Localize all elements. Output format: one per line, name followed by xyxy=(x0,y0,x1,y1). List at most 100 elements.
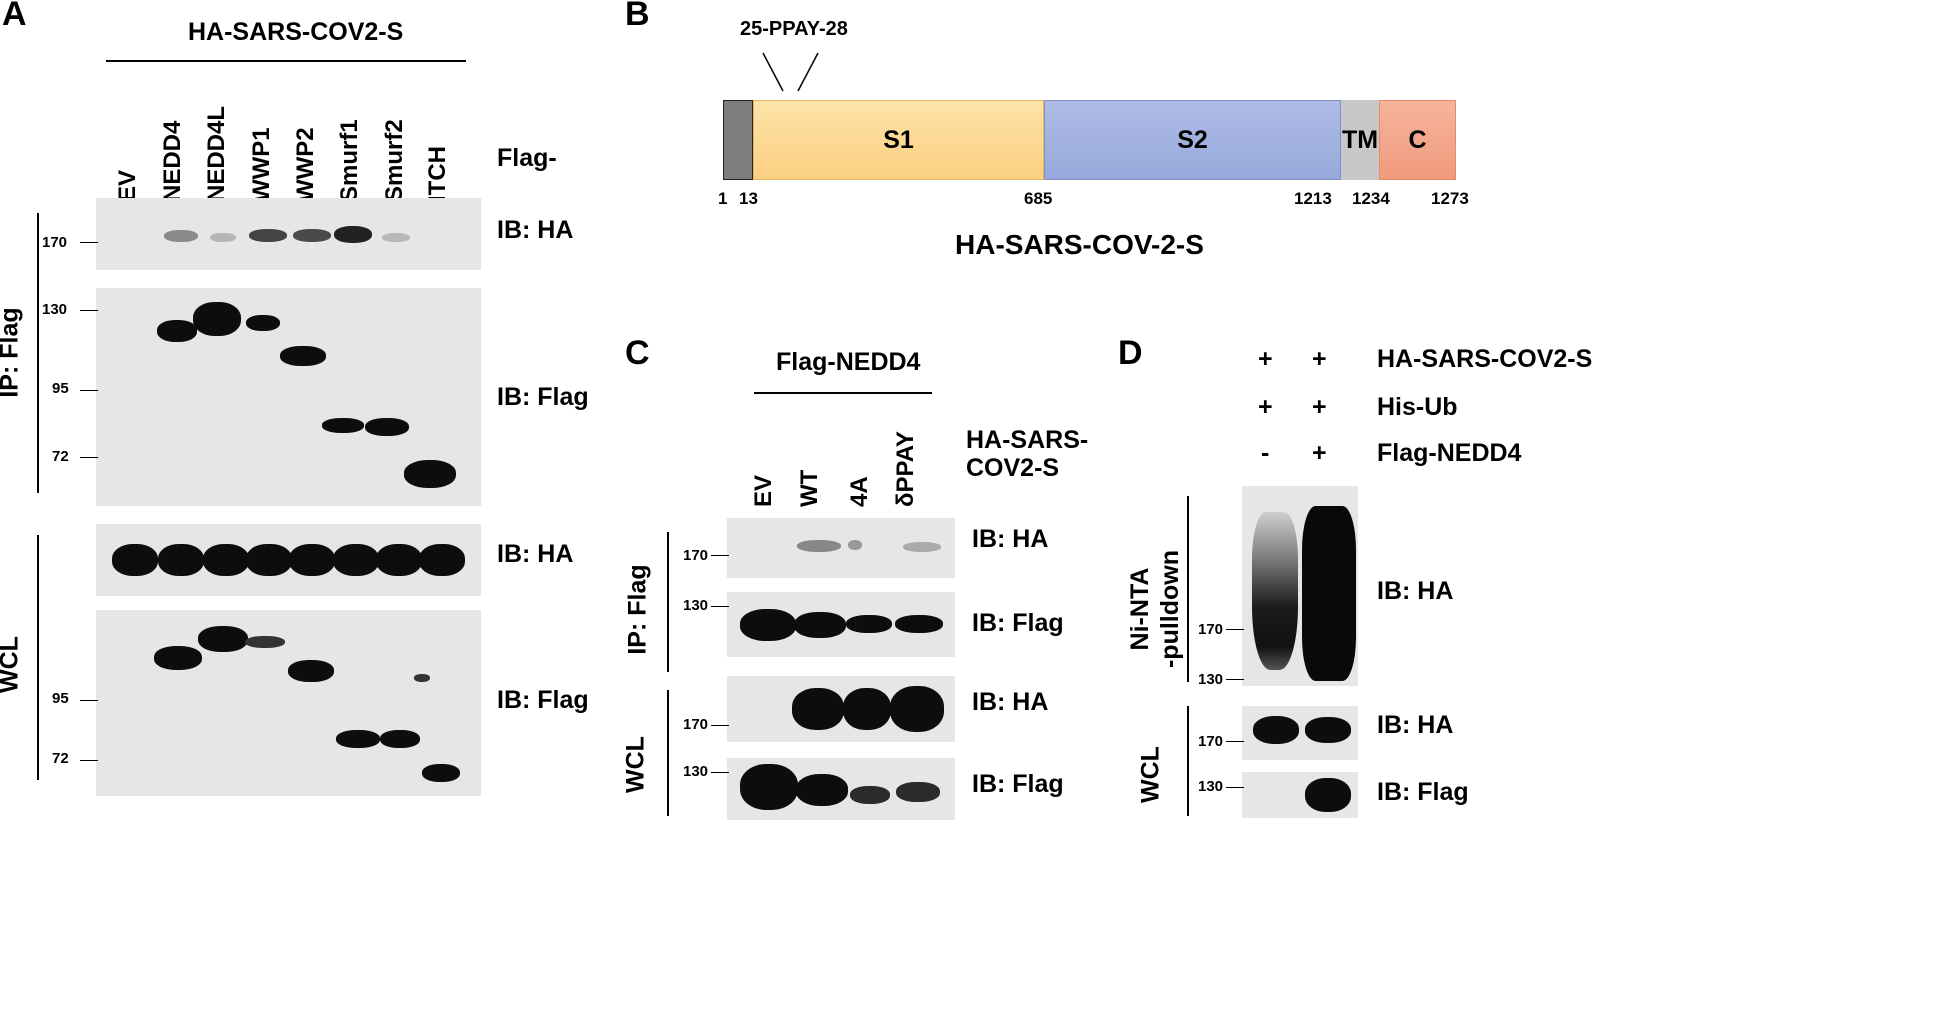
mw-marker-tick xyxy=(80,760,98,761)
band xyxy=(280,346,326,366)
panel-a-construct-title: HA-SARS-COV2-S xyxy=(188,18,404,46)
band xyxy=(333,544,379,576)
band xyxy=(246,544,292,576)
lane-label: ITCH xyxy=(424,146,451,202)
panel-c-construct-title: Flag-NEDD4 xyxy=(776,348,921,376)
ib-label: IB: HA xyxy=(497,216,574,244)
mw-marker-tick xyxy=(711,555,729,556)
band xyxy=(903,542,941,552)
ib-label: IB: Flag xyxy=(497,686,589,714)
ib-label: IB: HA xyxy=(497,540,574,568)
lane-label: EV xyxy=(114,169,141,202)
pulldown-label-line1: Ni-NTA xyxy=(1126,567,1154,651)
mw-marker-tick xyxy=(711,772,729,773)
panel-b-letter: B xyxy=(625,0,650,33)
band xyxy=(1305,717,1351,743)
band xyxy=(797,540,841,552)
band xyxy=(164,230,198,242)
band xyxy=(288,660,334,682)
d-wcl-label: WCL xyxy=(1136,746,1165,803)
panel-a-construct-bar xyxy=(106,60,466,62)
motif-pointer-lines xyxy=(762,52,819,92)
c-ip-flag-label: IP: Flag xyxy=(623,564,652,655)
flag-prefix-label: Flag- xyxy=(497,144,557,172)
domain-c-label: C xyxy=(1408,125,1427,154)
domain-tm: TM xyxy=(1341,100,1379,180)
smear-lane1 xyxy=(1252,512,1298,670)
pulldown-label: Ni-NTA -pulldown xyxy=(1125,529,1185,689)
band xyxy=(382,233,410,242)
c-wcl-bracket-line xyxy=(667,690,669,816)
spike-diagram-title: HA-SARS-COV-2-S xyxy=(955,229,1204,260)
band xyxy=(157,320,197,342)
band xyxy=(112,544,158,576)
lane-label: δPPAY xyxy=(892,431,919,507)
ib-label: IB: Flag xyxy=(972,770,1064,798)
condition-label: HA-SARS-COV2-S xyxy=(1377,345,1593,373)
band xyxy=(293,229,331,242)
mw-marker-tick xyxy=(1226,679,1244,680)
blot-ip-ha xyxy=(96,198,481,270)
ib-label: IB: HA xyxy=(972,688,1049,716)
band xyxy=(210,233,236,242)
position-label: 1234 xyxy=(1352,189,1390,208)
lane-label: NEDD4L xyxy=(203,105,230,202)
band xyxy=(895,615,943,633)
d-pulldown-bracket-line xyxy=(1187,496,1189,682)
ib-label: IB: HA xyxy=(1377,711,1454,739)
band xyxy=(246,315,280,331)
mw-label: 72 xyxy=(52,448,69,465)
condition-sign: + xyxy=(1258,393,1273,421)
lane-label: Smurf1 xyxy=(336,119,363,202)
condition-label: Flag-NEDD4 xyxy=(1377,439,1522,467)
lane-label: WWP1 xyxy=(248,127,275,202)
band xyxy=(846,615,892,633)
band xyxy=(289,544,335,576)
band xyxy=(422,764,460,782)
blot-wcl-flag xyxy=(96,610,481,796)
condition-sign: - xyxy=(1261,439,1270,467)
band xyxy=(322,418,364,433)
domain-signal-peptide xyxy=(723,100,753,180)
mw-label: 170 xyxy=(683,547,709,564)
band xyxy=(740,609,796,641)
band xyxy=(249,229,287,242)
lane-label: WT xyxy=(796,469,823,507)
domain-s1: S1 xyxy=(753,100,1044,180)
mw-label: 130 xyxy=(1198,671,1224,688)
mw-label: 170 xyxy=(1198,621,1224,638)
band xyxy=(203,544,249,576)
lane-label: EV xyxy=(750,474,777,507)
panel-c-construct-bar xyxy=(754,392,932,394)
wcl-bracket-line xyxy=(37,535,39,780)
c-ip-bracket-line xyxy=(667,532,669,672)
lane-label: 4A xyxy=(846,476,873,507)
mw-marker-tick xyxy=(1226,629,1244,630)
position-label: 1273 xyxy=(1431,189,1469,208)
position-label: 13 xyxy=(739,189,758,208)
mw-label: 95 xyxy=(52,690,69,707)
band xyxy=(740,764,798,810)
mw-marker-tick xyxy=(1226,787,1244,788)
ib-label: IB: Flag xyxy=(1377,778,1469,806)
domain-c: C xyxy=(1379,100,1456,180)
panel-c-letter: C xyxy=(625,334,650,372)
mw-label: 170 xyxy=(1198,733,1224,750)
band xyxy=(334,226,372,243)
pulldown-label-line2: -pulldown xyxy=(1156,549,1184,669)
condition-sign: + xyxy=(1258,345,1273,373)
band xyxy=(404,460,456,488)
mw-marker-tick xyxy=(80,242,98,243)
band xyxy=(419,544,465,576)
mw-marker-tick xyxy=(711,606,729,607)
ib-label: IB: Flag xyxy=(497,383,589,411)
condition-sign: + xyxy=(1312,439,1327,467)
mw-label: 130 xyxy=(683,597,709,614)
band xyxy=(365,418,409,436)
band xyxy=(336,730,380,748)
condition-sign: + xyxy=(1312,345,1327,373)
mw-label: 130 xyxy=(42,301,68,318)
side-label-line2: COV2-S xyxy=(966,454,1060,482)
motif-label: 25-PPAY-28 xyxy=(740,18,848,40)
